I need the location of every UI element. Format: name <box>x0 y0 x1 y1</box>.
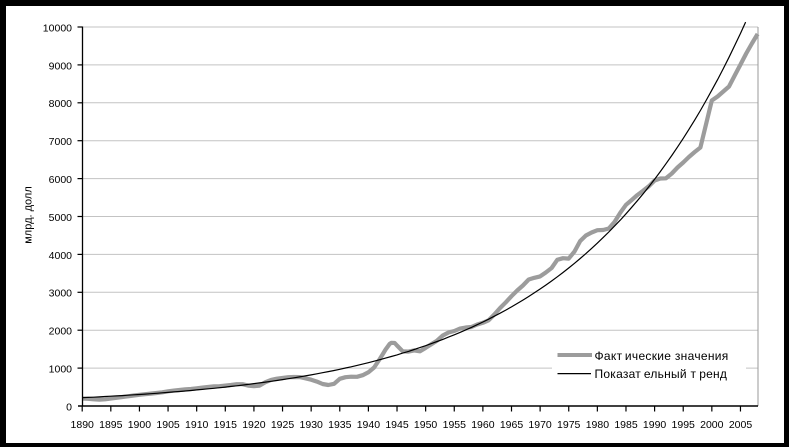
svg-text:1935: 1935 <box>328 419 352 431</box>
svg-text:2000: 2000 <box>49 326 73 338</box>
svg-text:1980: 1980 <box>586 419 610 431</box>
svg-text:млрд. долл: млрд. долл <box>23 186 35 244</box>
svg-text:4000: 4000 <box>49 250 73 262</box>
svg-text:0: 0 <box>66 401 72 413</box>
svg-text:1965: 1965 <box>500 419 524 431</box>
svg-text:2000: 2000 <box>700 419 724 431</box>
svg-text:10000: 10000 <box>43 22 72 34</box>
svg-text:6000: 6000 <box>49 174 73 186</box>
svg-text:1915: 1915 <box>214 419 238 431</box>
svg-text:1890: 1890 <box>71 419 95 431</box>
svg-text:1900: 1900 <box>128 419 152 431</box>
svg-text:1945: 1945 <box>385 419 409 431</box>
svg-text:1955: 1955 <box>443 419 467 431</box>
svg-text:7000: 7000 <box>49 136 73 148</box>
svg-text:1925: 1925 <box>271 419 295 431</box>
svg-text:1940: 1940 <box>357 419 381 431</box>
svg-text:1950: 1950 <box>414 419 438 431</box>
svg-text:1895: 1895 <box>99 419 123 431</box>
svg-text:1930: 1930 <box>300 419 324 431</box>
svg-text:5000: 5000 <box>49 212 73 224</box>
svg-text:1000: 1000 <box>49 364 73 376</box>
svg-text:1905: 1905 <box>156 419 180 431</box>
svg-text:8000: 8000 <box>49 98 73 110</box>
svg-text:1920: 1920 <box>242 419 266 431</box>
svg-text:1990: 1990 <box>643 419 667 431</box>
svg-text:1985: 1985 <box>614 419 638 431</box>
svg-text:1975: 1975 <box>557 419 581 431</box>
svg-text:3000: 3000 <box>49 288 73 300</box>
svg-text:1995: 1995 <box>672 419 696 431</box>
svg-text:1970: 1970 <box>528 419 552 431</box>
svg-text:2005: 2005 <box>729 419 753 431</box>
svg-text:1910: 1910 <box>185 419 209 431</box>
svg-text:9000: 9000 <box>49 60 73 72</box>
svg-text:1960: 1960 <box>471 419 495 431</box>
